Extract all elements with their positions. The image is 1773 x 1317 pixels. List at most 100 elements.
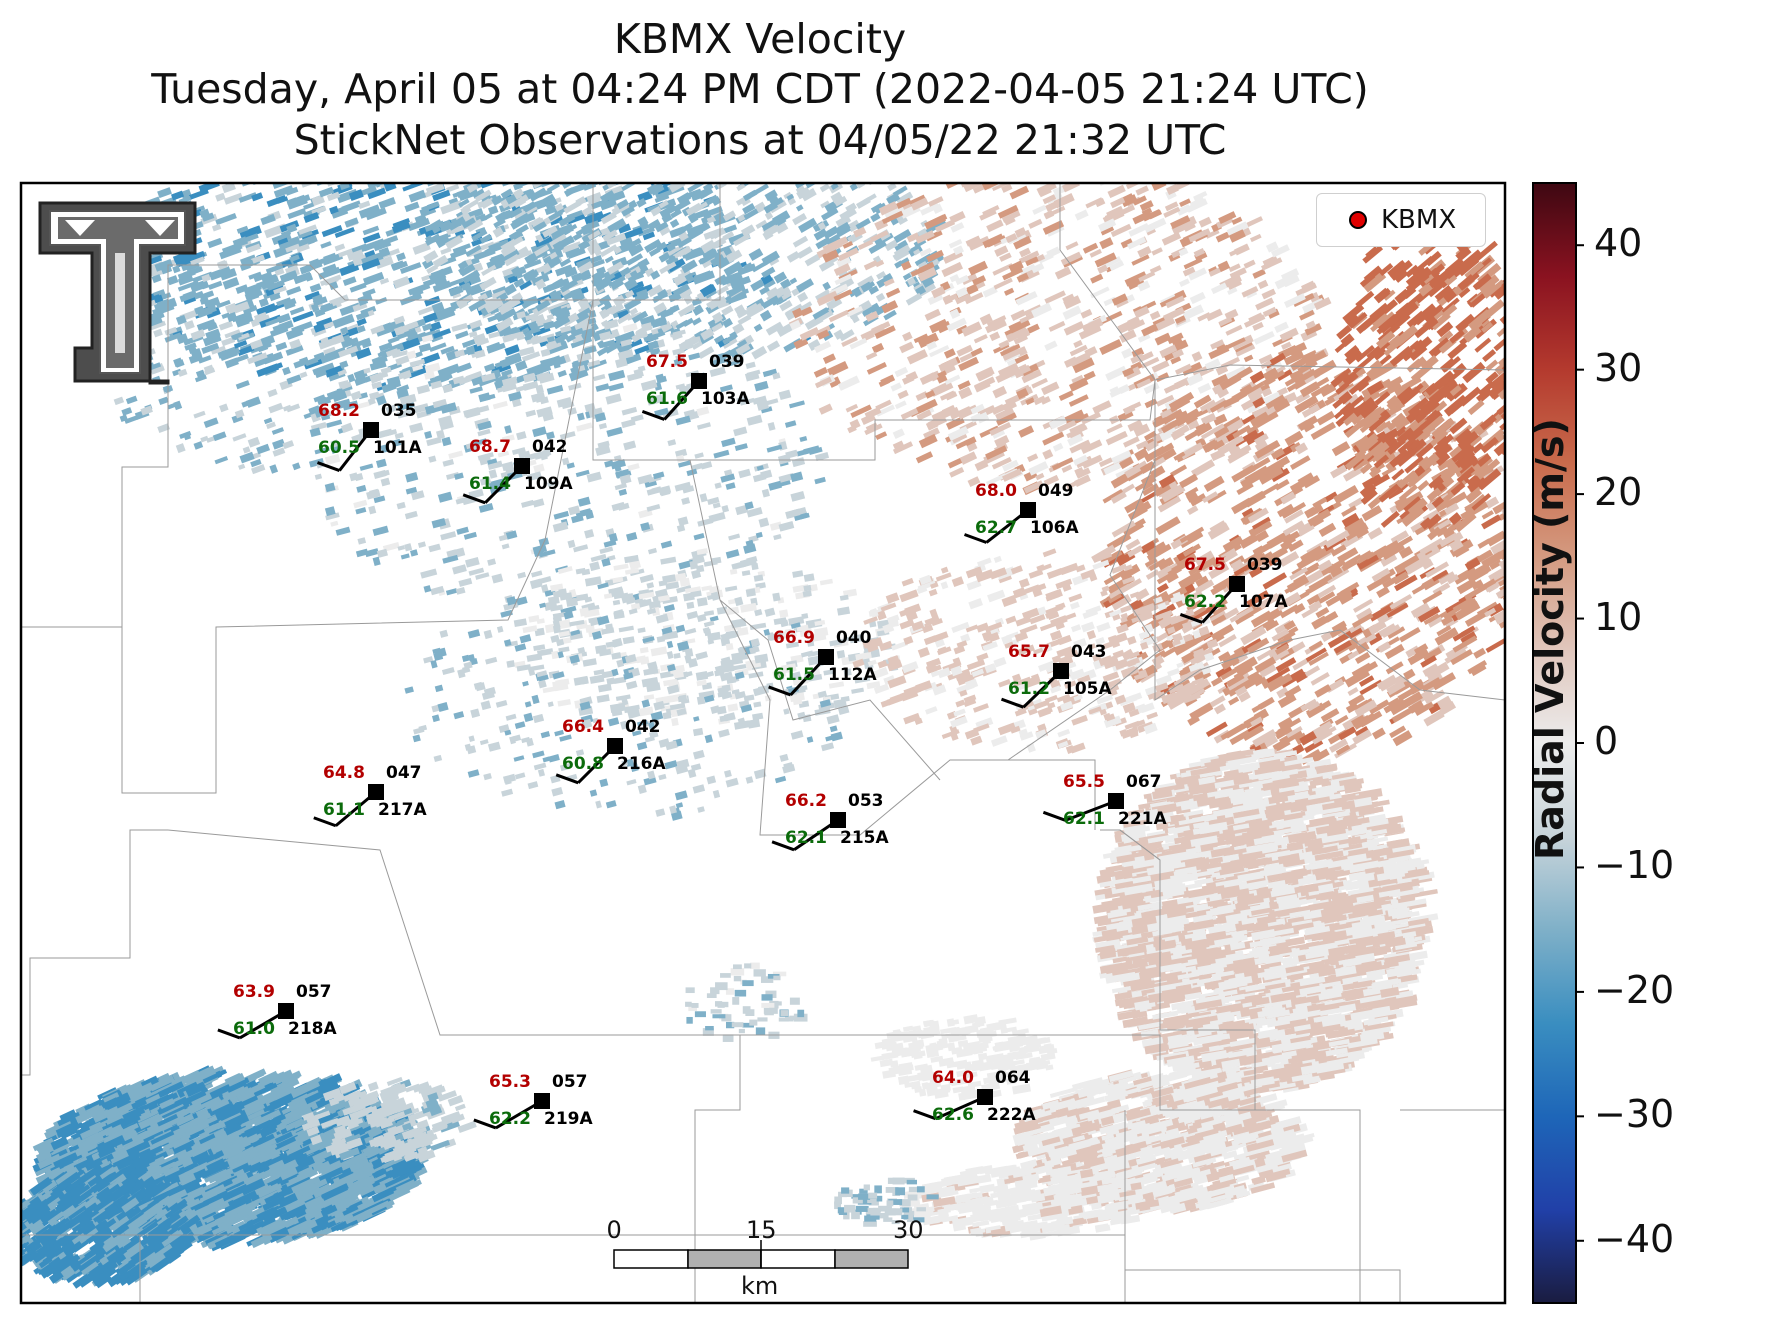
colorbar-tick-label: −40 [1594,1216,1675,1261]
station-marker-icon [977,1089,993,1105]
station-105A[interactable]: 65.7 043 61.2 105A [1000,642,1112,709]
wind-barb-flag [771,840,795,852]
wind-barb-flag [1000,697,1025,709]
station-dewpoint: 61.6 [646,389,688,409]
station-101A[interactable]: 68.2 035 60.5 101A [316,401,422,472]
station-temperature: 63.9 [233,982,275,1002]
scale-tick-label: 30 [893,1216,924,1244]
station-marker-icon [368,784,384,800]
station-id: 107A [1239,592,1288,612]
radar-velocity-layer [21,183,1505,1289]
wind-barb-flag [217,1028,241,1040]
station-107A[interactable]: 67.5 039 62.2 107A [1179,555,1288,624]
station-marker-icon [830,812,846,828]
station-dewpoint: 62.1 [785,828,827,848]
title-line-1: KBMX Velocity [613,15,907,63]
station-marker-icon [607,738,623,754]
station-marker-icon [1229,576,1245,592]
colorbar-label: Radial Velocity (m/s) [1528,418,1572,860]
station-id: 112A [828,665,877,685]
sticknet-stations: 68.2 035 60.5 101A 68.7 042 61.4 109A 67.5 039 61.… [217,352,1288,1130]
station-221A[interactable]: 65.5 067 62.1 221A [1042,772,1167,829]
station-103A[interactable]: 67.5 039 61.6 103A [641,352,750,421]
station-temperature: 68.2 [318,401,360,421]
wind-barb-flag [316,461,340,472]
station-wind-direction: 042 [532,437,568,457]
station-215A[interactable]: 66.2 053 62.1 215A [771,791,889,852]
station-temperature: 67.5 [1184,555,1226,575]
wind-barb-staff [1064,799,1117,822]
station-218A[interactable]: 63.9 057 61.0 218A [217,982,338,1040]
station-109A[interactable]: 68.7 042 61.4 109A [462,437,573,505]
colorbar [1532,182,1584,1304]
station-marker-icon [691,373,707,389]
station-temperature: 65.7 [1008,642,1050,662]
station-106A[interactable]: 68.0 049 62.7 106A [963,481,1079,544]
station-dewpoint: 60.8 [562,754,604,774]
station-219A[interactable]: 65.3 057 62.2 219A [473,1072,594,1130]
scale-tick-label: 0 [606,1216,622,1244]
station-temperature: 64.0 [932,1068,974,1088]
station-marker-icon [534,1093,550,1109]
station-wind-direction: 040 [836,628,872,648]
station-222A[interactable]: 64.0 064 62.6 222A [913,1068,1037,1125]
station-marker-icon [278,1003,294,1019]
station-id: 105A [1063,679,1112,699]
station-wind-direction: 049 [1038,481,1074,501]
station-dewpoint: 61.5 [773,665,815,685]
station-id: 216A [617,754,666,774]
station-id: 106A [1030,518,1079,538]
county-boundaries [21,183,1505,1303]
kbmx-marker-icon [1349,211,1367,229]
station-wind-direction: 057 [296,982,332,1002]
station-217A[interactable]: 64.8 047 61.1 217A [313,763,428,828]
station-id: 109A [524,474,573,494]
wind-barb-flag [641,410,665,421]
station-id: 219A [544,1109,593,1129]
station-id: 103A [701,389,750,409]
colorbar-tick-label: −10 [1594,843,1675,888]
station-dewpoint: 60.5 [318,438,360,458]
wind-barb-flag [768,685,792,697]
colorbar-tick-label: 30 [1594,345,1643,390]
station-wind-direction: 053 [848,791,884,811]
station-marker-icon [514,458,530,474]
station-wind-direction: 064 [995,1068,1031,1088]
station-dewpoint: 62.2 [1184,592,1226,612]
wind-barb-flag [462,493,486,505]
station-216A[interactable]: 66.4 042 60.8 216A [555,717,666,785]
station-marker-icon [1108,793,1124,809]
station-dewpoint: 62.7 [975,518,1017,538]
station-wind-direction: 035 [381,401,417,421]
wind-barb-flag [1179,613,1203,624]
station-temperature: 65.3 [489,1072,531,1092]
station-temperature: 65.5 [1063,772,1105,792]
wind-barb-flag [963,533,988,544]
station-marker-icon [363,422,379,438]
station-dewpoint: 61.2 [1008,679,1050,699]
scale-bar [613,1240,909,1269]
station-dewpoint: 62.2 [489,1109,531,1129]
station-id: 215A [840,828,889,848]
wind-barb-flag [473,1118,497,1130]
station-temperature: 66.2 [785,791,827,811]
station-wind-direction: 057 [552,1072,588,1092]
station-dewpoint: 62.1 [1063,809,1105,829]
colorbar-tick-label: 40 [1594,221,1643,266]
station-id: 221A [1118,809,1167,829]
station-112A[interactable]: 66.9 040 61.5 112A [768,628,878,697]
title-line-2: Tuesday, April 05 at 04:24 PM CDT (2022-… [151,65,1369,113]
station-dewpoint: 61.4 [469,474,511,494]
station-id: 217A [378,800,427,820]
station-temperature: 64.8 [323,763,365,783]
legend-label: KBMX [1381,205,1457,235]
station-wind-direction: 067 [1126,772,1162,792]
station-dewpoint: 62.6 [932,1105,974,1125]
station-id: 222A [987,1105,1036,1125]
station-wind-direction: 042 [625,717,661,737]
station-temperature: 68.7 [469,437,511,457]
station-marker-icon [818,649,834,665]
station-temperature: 66.9 [773,628,815,648]
title-line-3: StickNet Observations at 04/05/22 21:32 … [293,116,1227,164]
wind-barb-flag [313,816,337,828]
